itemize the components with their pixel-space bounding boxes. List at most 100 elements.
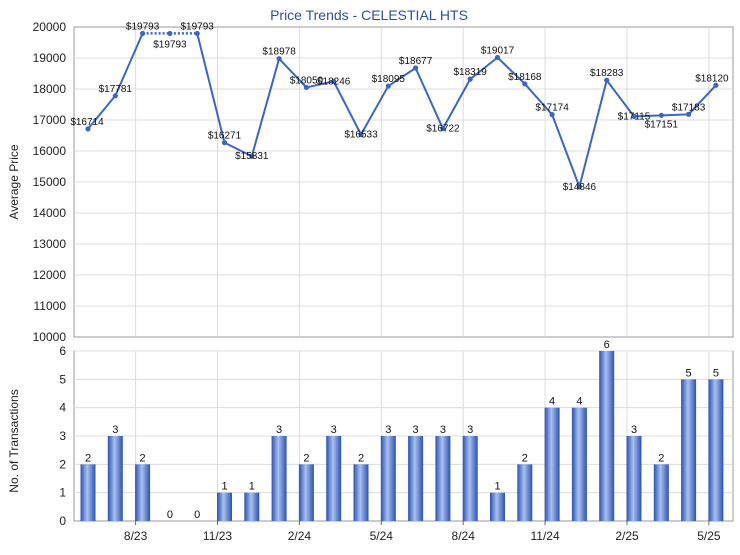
transactions-bar-label: 3 [631,424,637,436]
transactions-bar-label: 6 [604,339,610,351]
price-y-tick-label: 16000 [33,144,67,158]
price-data-label: $18246 [317,76,351,87]
price-line-segment [87,95,117,130]
transactions-bar [599,351,615,521]
price-data-label: $17183 [672,102,706,113]
price-line-segment [661,113,689,117]
transactions-y-tick-label: 6 [59,344,66,358]
transactions-bar [708,379,724,521]
price-data-label: $18050 [290,75,324,86]
price-line-segment [360,85,390,135]
price-data-label: $18677 [399,56,433,67]
price-data-label: $16722 [426,124,460,135]
price-data-label: $19793 [181,21,215,32]
transactions-bar-label: 0 [167,509,173,521]
price-y-tick-label: 17000 [33,113,67,127]
transactions-bar-label: 3 [413,424,419,436]
transactions-bar-label: 4 [549,396,555,408]
price-point [112,93,118,99]
transactions-bar [626,436,642,521]
price-y-tick-label: 18000 [33,82,67,96]
price-point [385,83,391,89]
price-point [631,113,637,120]
price-point [140,30,146,37]
price-line-segment [278,57,308,89]
transactions-bar [408,436,424,521]
transactions-bar-label: 4 [576,396,582,408]
price-y-axis-label: Average Price [7,144,21,219]
transactions-bar-label: 1 [494,481,500,493]
transactions-bar [244,492,260,521]
price-point [467,76,473,82]
transactions-y-tick-label: 3 [59,429,66,443]
x-tick-label: 8/23 [124,529,148,543]
transactions-y-tick-label: 4 [59,401,66,415]
transactions-bar-label: 3 [276,424,282,436]
transactions-bar [271,436,287,521]
price-point [85,126,91,132]
price-point [713,82,719,88]
price-data-label: $16714 [70,117,104,128]
price-data-label: $19017 [481,45,515,56]
transactions-bar [380,436,396,521]
price-data-label: $18283 [590,68,624,79]
transactions-y-tick-label: 5 [59,372,66,386]
transactions-panel: 0 1 2 3 4 5 6 No. of Transactions 2 3 2 0 0 1 1 3 2 3 2 3… [7,339,734,543]
price-line-segment [551,114,581,188]
price-line-segment [196,33,226,143]
price-line-segment [605,79,635,118]
transactions-bar-label: 5 [686,367,692,379]
price-line-segment [414,67,444,130]
transactions-bar-label: 2 [358,452,364,464]
price-y-tick-label: 14000 [33,206,67,220]
price-line-segment [496,56,526,85]
price-y-tick-label: 20000 [33,20,67,34]
transactions-bar [653,464,669,521]
price-panel: 10000 11000 12000 13000 14000 15000 16000 17000… [7,20,734,344]
transactions-bar [681,379,697,521]
price-point [358,131,364,138]
price-y-tick-label: 11000 [34,299,67,313]
x-tick-label: 8/24 [452,529,476,543]
transactions-bar [298,464,314,521]
price-line-segment [524,83,553,116]
transactions-y-tick-label: 2 [59,457,66,471]
price-y-tick-label: 19000 [33,51,67,65]
transactions-bar [490,492,505,521]
price-line-segment [687,84,717,116]
transactions-bar-label: 2 [522,452,528,464]
transactions-bar [80,464,96,521]
price-data-label: $15831 [235,151,269,162]
transactions-y-tick-label: 1 [59,486,66,500]
price-line-segment [633,114,662,118]
price-point [194,30,200,37]
price-point [686,111,692,117]
chart-title: Price Trends - CELESTIAL HTS [270,7,468,23]
price-point [494,54,501,61]
transactions-bar-label: 1 [249,481,255,493]
price-point [303,84,309,91]
price-line-segment [469,56,499,80]
price-line-segment [578,79,608,188]
transactions-bar [571,407,587,521]
transactions-bar [435,436,451,521]
price-data-label: $14846 [563,182,597,193]
transactions-bar-label: 3 [385,424,391,436]
x-tick-label: 5/24 [370,529,394,543]
x-tick-label: 5/25 [697,529,721,543]
transactions-bar [517,464,533,521]
price-data-label: $16271 [208,131,242,142]
price-point [331,78,337,84]
price-line-segment [306,80,334,89]
price-data-label: $17781 [99,84,133,95]
transactions-bar-label: 3 [467,424,473,436]
transactions-y-tick-label: 0 [59,514,66,528]
price-data-label: $18120 [695,73,729,84]
transactions-bar-label: 2 [140,452,146,464]
price-point [413,65,419,71]
transactions-bar-label: 0 [194,509,200,521]
transactions-bar [462,436,478,521]
price-point [658,112,664,118]
price-data-label: $17115 [618,111,651,122]
